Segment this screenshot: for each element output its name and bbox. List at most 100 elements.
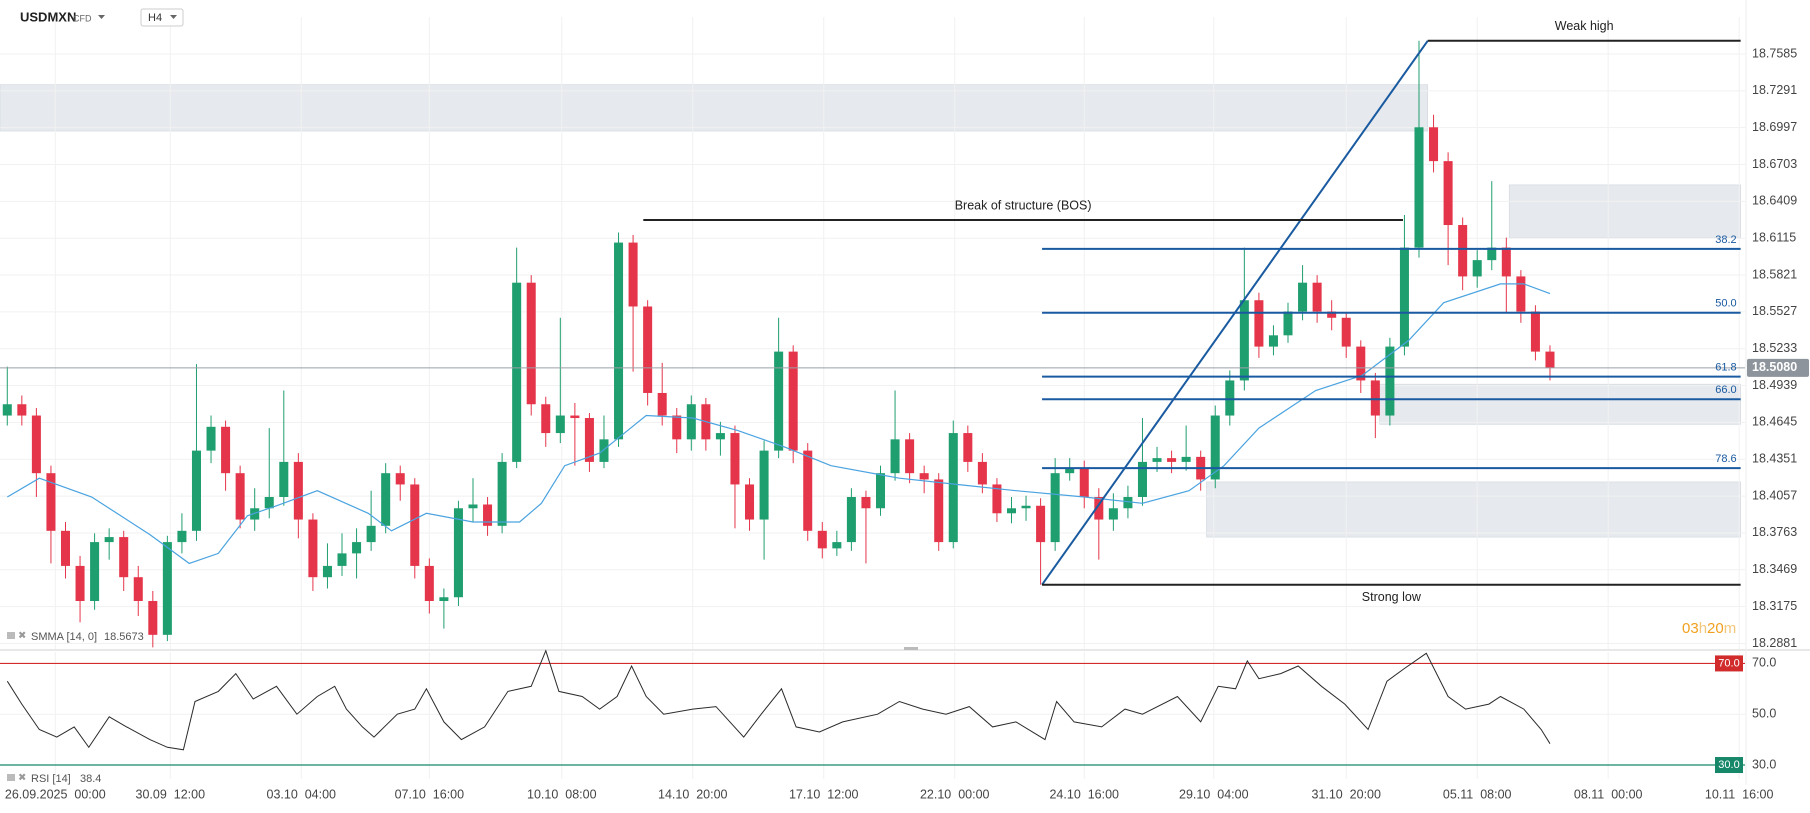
y-tick-label: 18.5527: [1752, 304, 1797, 318]
candle-body: [1530, 311, 1540, 352]
x-tick-label: 05.11 08:00: [1443, 787, 1512, 801]
countdown-part: 20: [1707, 620, 1724, 637]
rsi-band-label: 70.0: [1718, 657, 1739, 669]
candle-body: [1516, 276, 1526, 312]
candle-body: [1312, 282, 1322, 312]
candle-body: [60, 530, 71, 566]
candle-body: [919, 473, 929, 480]
fib-level-label: 78.6: [1715, 453, 1736, 465]
symbol[interactable]: USDMXN: [20, 9, 76, 24]
candle-body: [672, 415, 682, 440]
candle-body: [177, 530, 187, 543]
candle-body: [497, 461, 507, 526]
x-tick-label: 07.10 16:00: [395, 787, 465, 801]
candle-body: [963, 433, 973, 462]
candle-body: [1036, 505, 1046, 543]
candle-body: [46, 473, 56, 531]
y-tick-label: 70.0: [1752, 656, 1776, 670]
candle-body: [308, 519, 318, 578]
candle-body: [133, 577, 143, 602]
candle-body: [1414, 127, 1424, 248]
y-tick-label: 18.3469: [1752, 562, 1797, 576]
candle-body: [1341, 317, 1351, 347]
smma-legend-value: 18.5673: [104, 631, 144, 643]
current-price-box: [1747, 358, 1809, 377]
candle-body: [1065, 468, 1075, 474]
candle-body: [1385, 346, 1395, 416]
candle-body: [104, 537, 114, 543]
x-tick-label: 29.10 04:00: [1179, 787, 1249, 801]
x-tick-label: 03.10 04:00: [267, 787, 337, 801]
x-tick-label: 30.09 12:00: [136, 787, 206, 801]
symbol-dropdown[interactable]: [98, 15, 105, 19]
candle-body: [570, 415, 580, 419]
candle-body: [1458, 225, 1468, 277]
candle-body: [1094, 496, 1104, 520]
candle-body: [468, 504, 478, 509]
x-tick-label: 14.10 20:00: [658, 787, 728, 801]
candle-body: [1268, 335, 1278, 347]
timeframe-select[interactable]: [140, 8, 184, 27]
fib-level-label: 50.0: [1715, 298, 1736, 310]
y-tick-label: 18.3175: [1752, 599, 1797, 613]
candle-body: [1021, 505, 1031, 509]
candle-body: [948, 433, 958, 543]
y-tick-label: 18.6409: [1752, 194, 1797, 208]
candle-body: [293, 461, 303, 520]
candle-body: [934, 479, 944, 543]
candle-body: [1254, 300, 1264, 347]
supply-demand-zone: [1379, 383, 1741, 425]
countdown-part: 03: [1682, 620, 1699, 637]
candle-body: [1356, 346, 1366, 381]
candle-body: [337, 553, 347, 566]
legend-close-icon[interactable]: ✖: [18, 631, 26, 642]
x-tick-label: 22.10 00:00: [920, 787, 990, 801]
candle-body: [905, 439, 915, 474]
x-tick-label: 31.10 20:00: [1311, 787, 1381, 801]
fib-level-label: 61.8: [1715, 362, 1736, 374]
candle-body: [1545, 351, 1555, 368]
candle-body: [686, 404, 696, 440]
candle-body: [759, 450, 769, 520]
candle-body: [512, 282, 522, 462]
y-tick-label: 18.4645: [1752, 415, 1797, 429]
candle-body: [643, 306, 653, 393]
candle-body: [1472, 260, 1482, 277]
y-tick-label: 18.4057: [1752, 488, 1797, 502]
main-panel: [0, 17, 1745, 649]
candle-body: [1137, 461, 1147, 497]
candle-body: [1181, 456, 1191, 462]
candle-body: [1283, 311, 1293, 336]
rsi-legend-name: RSI [14]: [31, 773, 71, 785]
candle-body: [803, 450, 813, 531]
legend-icon: [7, 632, 15, 639]
rsi-legend-value: 38.4: [80, 773, 101, 785]
candle-body: [206, 426, 216, 451]
rsi-panel: [0, 649, 1745, 779]
instrument-type: CFD: [73, 13, 92, 23]
candle-body: [235, 473, 245, 520]
candle-body: [1079, 468, 1089, 497]
candle-body: [352, 542, 362, 554]
candle-body: [366, 525, 376, 543]
candle-body: [395, 473, 405, 485]
supply-demand-zone: [0, 84, 1429, 132]
x-tick-label: 17.10 12:00: [789, 787, 859, 801]
structure-label: Break of structure (BOS): [955, 198, 1092, 212]
candle-body: [1167, 458, 1177, 462]
timeframe-dropdown[interactable]: [170, 15, 177, 19]
legend-close-icon[interactable]: ✖: [18, 773, 26, 784]
candle-body: [832, 542, 842, 549]
timeframe[interactable]: H4: [148, 12, 162, 24]
candle-body: [890, 439, 900, 474]
panel-resize-handle: [904, 647, 918, 650]
candle-body: [1006, 508, 1017, 514]
y-tick-label: 50.0: [1752, 707, 1776, 721]
candle-body: [1501, 247, 1511, 277]
candle-body: [745, 484, 755, 520]
candle-body: [191, 450, 201, 531]
candle-body: [322, 565, 332, 578]
candle-body: [1429, 127, 1439, 162]
